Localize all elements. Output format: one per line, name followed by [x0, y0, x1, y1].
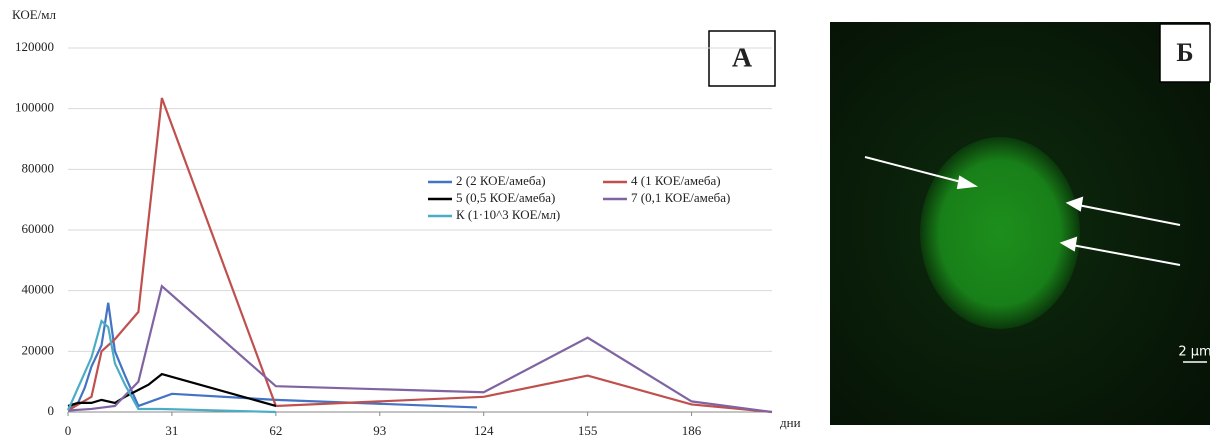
legend-label: К (1·10^3 КОЕ/мл): [456, 207, 560, 222]
panel-box: [1159, 23, 1211, 83]
series-line: [67, 372, 277, 407]
y-tick-label: 60000: [22, 221, 55, 236]
x-tick-label: 31: [165, 423, 178, 435]
panel-label: А: [732, 42, 753, 73]
x-tick-label: 0: [65, 423, 72, 435]
y-tick-label: 100000: [15, 100, 54, 115]
scale-bar-label: 2 µm: [1178, 345, 1211, 360]
x-tick-label: 124: [474, 423, 494, 435]
x-tick-label: 186: [682, 423, 702, 435]
x-tick-label: 155: [578, 423, 598, 435]
cell: [920, 137, 1080, 329]
y-tick-label: 40000: [22, 282, 55, 297]
panel-label: Б: [1176, 38, 1193, 67]
series-line: [67, 302, 478, 410]
y-axis-label: КОЕ/мл: [12, 7, 57, 22]
legend-label: 7 (0,1 КОЕ/амеба): [631, 190, 730, 205]
series-line: [67, 97, 773, 414]
y-tick-label: 120000: [15, 39, 54, 54]
legend-label: 4 (1 КОЕ/амеба): [631, 173, 721, 188]
arrows: [864, 156, 1181, 266]
panel-box: [708, 30, 776, 87]
x-axis-label: дни: [780, 415, 801, 430]
x-tick-label: 62: [269, 423, 282, 435]
series-line: [66, 318, 276, 414]
x-tick-label: 93: [373, 423, 386, 435]
legend-label: 2 (2 КОЕ/амеба): [456, 173, 546, 188]
y-tick-label: 80000: [22, 160, 55, 175]
series-line: [67, 284, 773, 414]
y-tick-label: 0: [48, 403, 55, 418]
legend-label: 5 (0,5 КОЕ/амеба): [456, 190, 555, 205]
y-tick-label: 20000: [22, 342, 55, 357]
